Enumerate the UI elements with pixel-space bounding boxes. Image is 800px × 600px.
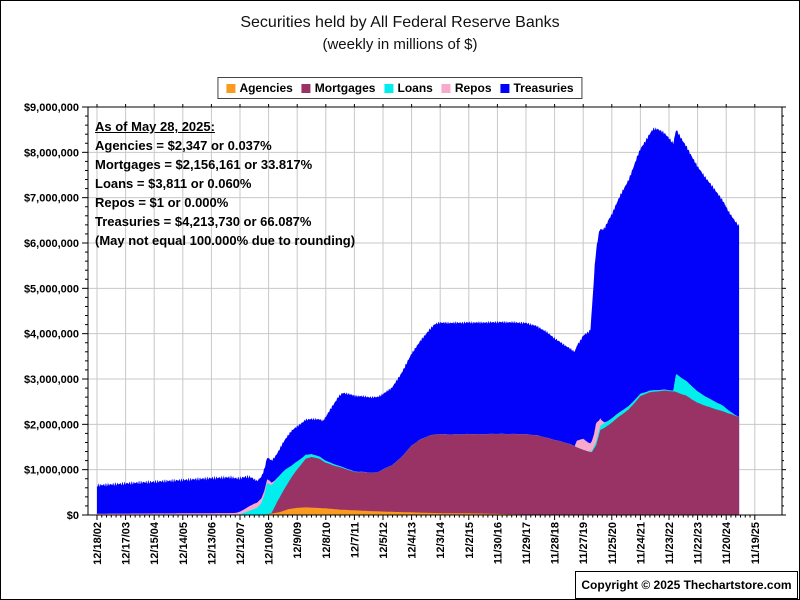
x-tick-label: 11/28/18 [550, 522, 562, 564]
legend-item-treasuries: Treasuries [500, 81, 574, 95]
y-tick-label: $2,000,000 [24, 419, 79, 431]
copyright-box: Copyright © 2025 Thechartstore.com [575, 571, 798, 599]
legend-label: Mortgages [314, 81, 376, 95]
y-tick-label: $4,000,000 [24, 329, 79, 341]
x-tick-label: 12/9/09 [292, 522, 304, 559]
mortgages-swatch-icon [301, 83, 311, 93]
annotation-line-rounding-note: (May not equal 100.000% due to rounding) [95, 233, 356, 248]
x-tick-label: 11/19/25 [750, 522, 762, 564]
area-agencies [97, 507, 740, 515]
copyright-text: Copyright © 2025 Thechartstore.com [581, 578, 792, 592]
y-tick-label: $9,000,000 [24, 102, 79, 114]
y-tick-label: $7,000,000 [24, 193, 79, 205]
x-tick-label: 11/30/16 [492, 522, 504, 564]
y-tick-label: $8,000,000 [24, 147, 79, 159]
x-tick-label: 12/12/07 [235, 522, 247, 565]
legend-label: Loans [397, 81, 433, 95]
agencies-swatch-icon [226, 83, 236, 93]
loans-swatch-icon [384, 83, 394, 93]
x-tick-label: 12/5/12 [378, 522, 390, 559]
annotation-line-mortgages: Mortgages = $2,156,161 or 33.817% [95, 157, 313, 172]
x-tick-label: 12/4/13 [407, 522, 419, 559]
y-axis-labels: $0 $1,000,000 $2,000,000 $3,000,000 $4,000,0… [24, 102, 79, 522]
annotation-box: As of May 28, 2025: Agencies = $2,347 or… [95, 117, 355, 250]
x-tick-label: 11/24/21 [635, 522, 647, 564]
axis-ticks [82, 104, 786, 520]
annotation-title: As of May 28, 2025: [95, 119, 215, 134]
legend-item-repos: Repos [441, 81, 492, 95]
annotation-line-agencies: Agencies = $2,347 or 0.037% [95, 138, 272, 153]
x-tick-label: 11/20/24 [721, 521, 733, 564]
x-tick-label: 11/25/20 [607, 522, 619, 564]
x-tick-label: 11/29/17 [521, 522, 533, 564]
annotation-line-loans: Loans = $3,811 or 0.060% [95, 176, 252, 191]
legend-label: Treasuries [513, 81, 574, 95]
x-tick-label: 11/27/19 [578, 522, 590, 564]
x-tick-label: 12/13/06 [206, 522, 218, 565]
x-tick-label: 12/10/08 [264, 522, 276, 565]
area-mortgages [97, 390, 740, 515]
legend-item-agencies: Agencies [226, 81, 293, 95]
y-tick-label: $5,000,000 [24, 283, 79, 295]
chart-title: Securities held by All Federal Reserve B… [240, 14, 560, 31]
annotation-line-treasuries: Treasuries = $4,213,730 or 66.087% [95, 214, 312, 229]
x-tick-label: 12/18/02 [92, 522, 104, 565]
legend-label: Repos [454, 81, 492, 95]
repos-swatch-icon [441, 83, 451, 93]
legend-label: Agencies [239, 81, 293, 95]
x-tick-label: 12/2/15 [464, 522, 476, 559]
legend: Agencies Mortgages Loans Repos Treasurie… [217, 77, 583, 99]
area-treasuries [97, 127, 740, 516]
y-tick-label: $3,000,000 [24, 374, 79, 386]
legend-item-loans: Loans [384, 81, 433, 95]
x-tick-label: 12/7/11 [349, 522, 361, 558]
x-tick-label: 12/8/10 [321, 522, 333, 559]
treasuries-swatch-icon [500, 83, 510, 93]
chart-subtitle: (weekly in millions of $) [322, 36, 478, 53]
x-tick-label: 11/23/22 [664, 522, 676, 564]
y-tick-label: $6,000,000 [24, 238, 79, 250]
y-tick-label: $0 [67, 510, 79, 522]
x-tick-label: 12/3/14 [435, 521, 447, 559]
annotation-line-repos: Repos = $1 or 0.000% [95, 195, 229, 210]
x-tick-label: 11/22/23 [693, 522, 705, 564]
x-tick-label: 12/14/05 [178, 522, 190, 565]
x-tick-label: 12/17/03 [121, 522, 133, 565]
x-axis-labels: 12/18/02 12/17/03 12/15/04 12/14/05 12/13/06… [92, 521, 762, 565]
y-tick-label: $1,000,000 [24, 465, 79, 477]
x-tick-label: 12/15/04 [149, 521, 161, 565]
legend-item-mortgages: Mortgages [301, 81, 376, 95]
